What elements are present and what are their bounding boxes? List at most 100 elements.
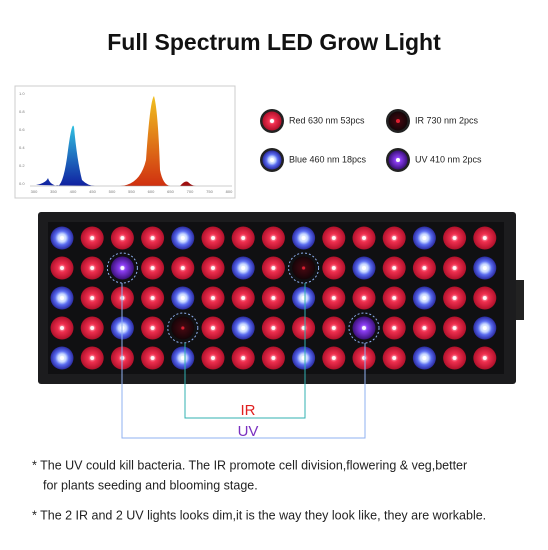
led-center [120,266,125,270]
led-center [362,326,366,330]
led-center [392,356,397,360]
y-tick-label: 0.2 [19,163,25,168]
led-center [90,266,95,270]
red-peak [120,96,170,186]
legend-center [396,158,400,162]
led-center [150,356,155,360]
led-center [302,266,306,270]
led-center [482,266,487,270]
led-highlight [348,312,380,344]
led-center [150,266,155,270]
uv-line [121,283,366,439]
led-center [180,236,185,240]
led-center [482,356,487,360]
y-tick-label: 0.0 [19,181,25,186]
led-center [241,266,246,270]
led-center [452,356,457,360]
note: * The UV could kill bacteria. The IR pro… [32,458,467,472]
led-center [422,356,427,360]
legend-center [396,119,400,123]
x-tick-label: 550 [128,189,135,194]
led-center [331,326,336,330]
y-tick-label: 0.4 [19,145,25,150]
ir-line [184,283,306,419]
led-center [241,356,246,360]
led-center [241,296,246,300]
led-center [150,296,155,300]
note: for plants seeding and blooming stage. [43,478,258,492]
led-center [482,236,487,240]
led-center [271,356,276,360]
led-center [241,326,246,330]
x-tick-label: 750 [206,189,213,194]
led-center [452,326,457,330]
led-center [181,326,185,330]
led-center [482,326,487,330]
legend-center [270,158,274,162]
led-center [301,236,306,240]
x-tick-label: 600 [148,189,155,194]
x-tick-label: 700 [187,189,194,194]
led-center [452,266,457,270]
callouts [121,283,366,439]
led-center [422,266,427,270]
spectrum: 1.0 0.8 0.6 0.4 0.2 0.0 300 350 400 450 500 550 600 6… [19,91,233,194]
led-center [271,236,276,240]
led-center [331,236,336,240]
led-center [271,326,276,330]
legend-center [270,119,274,123]
led-center [90,356,95,360]
title: Full Spectrum LED Grow Light [107,29,441,55]
led-center [422,326,427,330]
led-center [90,236,95,240]
led-center [180,266,185,270]
led-center [150,236,155,240]
led-center [60,326,64,330]
led-center [120,236,125,240]
led-center [392,236,397,240]
led-center [331,266,336,270]
led-center [452,236,457,240]
led-center [211,326,215,330]
x-tick-label: 650 [167,189,174,194]
led-center [452,296,457,300]
led-center [180,296,185,300]
blue-peak [36,125,95,186]
led-center [362,266,366,270]
led-center [392,266,397,270]
led-center [60,236,64,240]
ir-peak [180,181,196,186]
led-highlight [288,252,320,284]
led-center [60,296,64,300]
led-center [392,326,397,330]
led-center [211,296,215,300]
led-center [482,296,487,300]
ir-label: IR [241,402,256,419]
led-highlight [167,312,199,344]
led-center [211,266,215,270]
x-tick-label: 800 [226,189,233,194]
led-center [211,236,215,240]
led-center [150,326,155,330]
led-center [241,236,246,240]
led-highlight [106,252,138,284]
led-center [271,266,276,270]
x-tick-label: 450 [89,189,96,194]
led-center [211,356,215,360]
spectrum-frame [14,85,236,199]
led-center [392,296,397,300]
y-tick-label: 0.8 [19,109,25,114]
led-center [180,356,185,360]
led-center [90,296,95,300]
led-center [362,296,366,300]
led-center [331,296,336,300]
x-tick-label: 300 [31,189,38,194]
legend-label: IR 730 nm 2pcs [415,115,479,125]
led-center [60,266,64,270]
led-center [422,236,427,240]
x-tick-label: 350 [50,189,57,194]
legend-label: Red 630 nm 53pcs [289,115,365,125]
y-tick-label: 1.0 [19,91,25,96]
